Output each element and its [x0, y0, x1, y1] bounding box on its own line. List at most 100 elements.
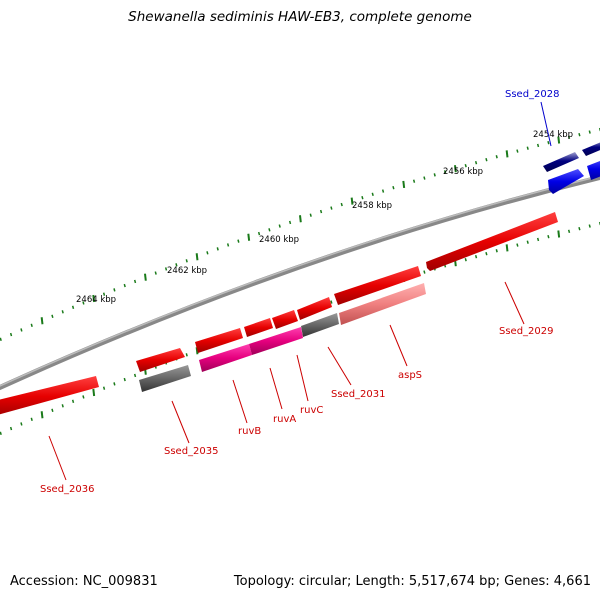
label-ssed-2036[interactable]: Ssed_2036 — [40, 484, 95, 495]
tick-label-2454: 2454 kbp — [533, 130, 573, 140]
cds-ssed-2028-bottom — [548, 169, 584, 194]
gene-ssed-2028[interactable] — [543, 140, 600, 194]
major-tick-mark — [557, 136, 561, 144]
tick-label-2458: 2458 kbp — [352, 201, 392, 211]
minor-tick-mark — [578, 226, 581, 231]
cds-ruva — [249, 327, 303, 355]
accession-text: Accession: NC_009831 — [10, 574, 158, 589]
label-ssed-2031[interactable]: Ssed_2031 — [331, 389, 386, 400]
gene-upper-red-b[interactable] — [297, 297, 332, 320]
minor-tick-mark — [206, 251, 209, 255]
minor-tick-mark — [185, 259, 188, 263]
minor-tick-mark — [51, 314, 54, 318]
minor-tick-mark — [330, 206, 333, 210]
minor-tick-mark — [226, 243, 230, 247]
gene-asps[interactable] — [339, 283, 426, 325]
minor-tick-mark — [102, 292, 106, 296]
minor-tick-mark — [588, 224, 591, 228]
gene-ssed-2036[interactable] — [0, 376, 99, 417]
tick-label-2464: 2464 kbp — [76, 295, 116, 305]
gene-ssed-2029[interactable] — [426, 212, 558, 271]
gene-upper-red-d[interactable] — [244, 318, 273, 337]
gene-upper-red-f[interactable] — [136, 348, 185, 372]
minor-tick-mark — [495, 249, 498, 253]
major-tick-mark — [505, 150, 509, 158]
minor-tick-mark — [412, 179, 416, 183]
minor-tick-mark — [526, 240, 529, 244]
cds-ssed-2029 — [426, 212, 558, 271]
minor-tick-mark — [464, 163, 467, 168]
leader-ssed-2036 — [48, 435, 67, 481]
minor-tick-mark — [288, 220, 292, 225]
gene-upper-red-a[interactable] — [334, 266, 421, 305]
tick-label-2460: 2460 kbp — [259, 235, 299, 245]
tick-label-2456: 2456 kbp — [443, 167, 483, 177]
gene-upper-red-e[interactable] — [195, 328, 243, 353]
cds-ssed-2035 — [139, 365, 191, 392]
label-asps[interactable]: aspS — [398, 370, 422, 381]
label-ruva[interactable]: ruvA — [273, 414, 296, 425]
minor-tick-mark — [185, 353, 188, 357]
gene-ssed-2031[interactable] — [301, 313, 339, 337]
minor-tick-mark — [319, 209, 323, 214]
leader-ruvc — [296, 354, 309, 402]
minor-tick-mark — [237, 239, 240, 243]
minor-tick-mark — [0, 431, 2, 435]
gene-upper-red-c[interactable] — [272, 310, 298, 329]
minor-tick-mark — [20, 328, 23, 332]
minor-tick-mark — [102, 386, 106, 390]
minor-tick-mark — [578, 132, 581, 137]
minor-tick-mark — [547, 234, 550, 239]
gene-ssed-2035[interactable] — [139, 365, 191, 392]
minor-tick-mark — [61, 404, 64, 408]
minor-tick-mark — [423, 270, 426, 274]
label-ssed-2035[interactable]: Ssed_2035 — [164, 446, 219, 457]
major-tick-mark — [350, 197, 354, 205]
major-tick-mark — [195, 253, 199, 261]
gene-ruvb[interactable] — [199, 344, 252, 372]
genome-summary-text: Topology: circular; Length: 5,517,674 bp… — [233, 574, 591, 589]
map-title: Shewanella sediminis HAW-EB3, complete g… — [128, 9, 472, 25]
major-tick-mark — [247, 233, 251, 241]
major-tick-mark — [299, 215, 302, 223]
label-ssed-2029[interactable]: Ssed_2029 — [499, 326, 554, 337]
outer-tick-row — [0, 127, 600, 341]
minor-tick-mark — [61, 310, 64, 314]
major-tick-mark — [40, 411, 44, 419]
label-ssed-2028[interactable]: Ssed_2028 — [505, 89, 560, 100]
minor-tick-mark — [133, 279, 137, 284]
major-tick-mark — [92, 388, 96, 397]
minor-tick-mark — [123, 377, 126, 382]
minor-tick-mark — [164, 267, 168, 271]
minor-tick-mark — [526, 146, 529, 150]
leader-ssed-2029 — [504, 281, 525, 325]
minor-tick-mark — [71, 305, 75, 310]
genome-backbone — [0, 174, 600, 391]
label-ruvb[interactable]: ruvB — [238, 426, 261, 437]
label-ruvc[interactable]: ruvC — [300, 405, 323, 416]
major-tick-mark — [144, 273, 147, 281]
cds-ssed-2036 — [0, 376, 99, 415]
minor-tick-mark — [371, 192, 374, 197]
cds-upper-red-d — [244, 318, 273, 337]
minor-tick-mark — [113, 288, 116, 292]
minor-tick-mark — [433, 173, 436, 177]
minor-tick-mark — [495, 155, 498, 159]
minor-tick-mark — [133, 373, 137, 378]
minor-tick-mark — [82, 301, 85, 305]
minor-tick-mark — [588, 130, 591, 134]
leader-ruva — [269, 367, 283, 410]
cds-asps — [339, 283, 426, 325]
minor-tick-mark — [30, 417, 33, 422]
minor-tick-mark — [464, 257, 467, 262]
minor-tick-mark — [154, 271, 157, 275]
minor-tick-mark — [0, 337, 2, 341]
genome-backbone-highlight — [0, 175, 600, 387]
major-tick-mark — [92, 294, 96, 303]
minor-tick-mark — [516, 243, 519, 247]
minor-tick-mark — [423, 176, 426, 180]
gene-ruva[interactable] — [249, 327, 303, 355]
minor-tick-mark — [340, 202, 343, 207]
minor-tick-mark — [567, 135, 571, 139]
